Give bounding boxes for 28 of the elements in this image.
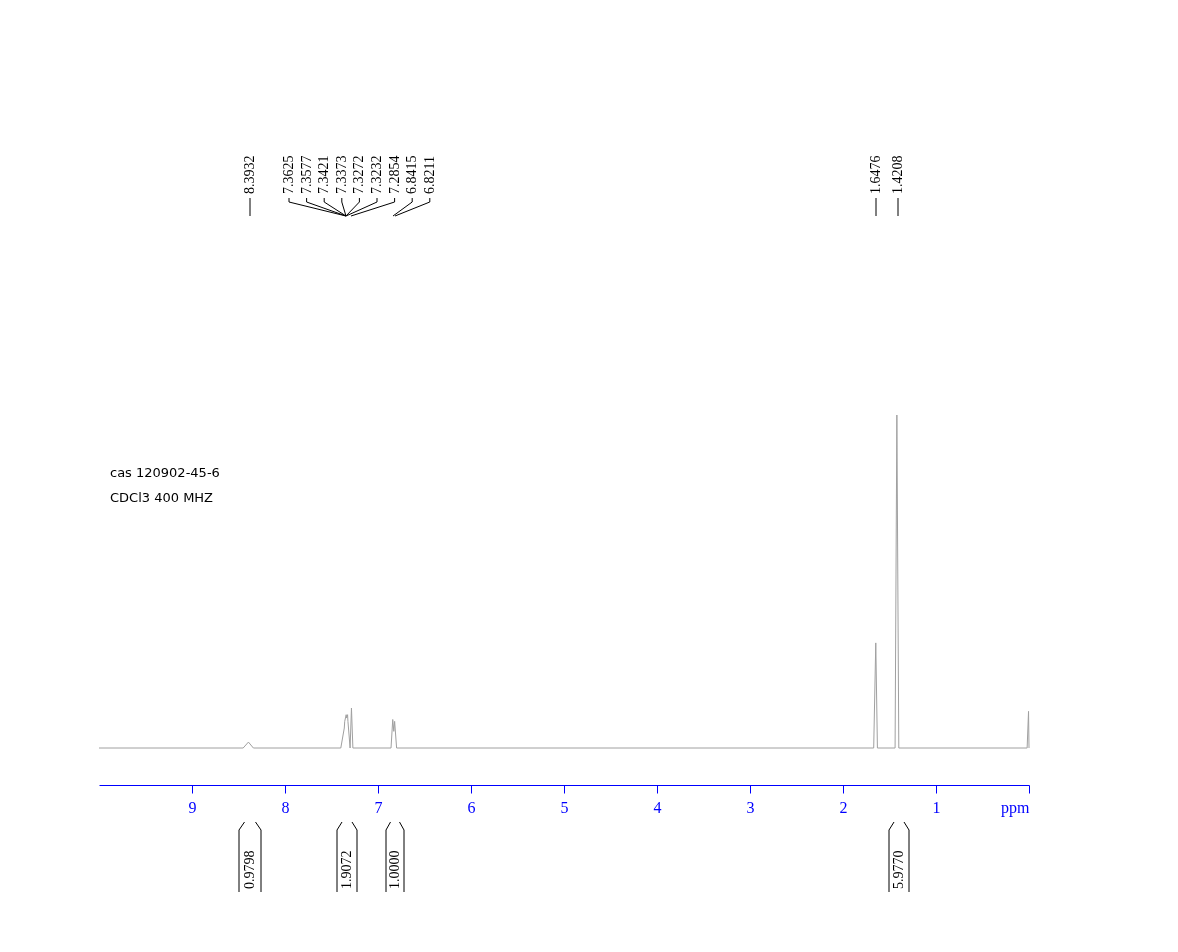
x-tick-label: 9	[188, 798, 197, 816]
annotation: CDCl3 400 MHZ	[110, 490, 214, 505]
annotation: cas 120902-45-6	[110, 465, 220, 480]
text: 6.8211	[421, 156, 437, 194]
text: 7.3421	[316, 155, 332, 194]
text: 7.3232	[369, 155, 384, 194]
x-tick-label: ppm	[1001, 798, 1031, 817]
x-tick-label: 4	[653, 798, 662, 816]
text: 1.0000	[387, 850, 402, 889]
text: 0.9798	[242, 850, 257, 889]
x-tick-label: 2	[839, 798, 848, 816]
text: 1.9072	[339, 850, 354, 889]
text: 1.4208	[890, 155, 905, 194]
text: 6.8415	[404, 155, 420, 194]
x-tick-label: 7	[374, 798, 383, 816]
text: 5.9770	[891, 850, 906, 889]
x-tick-label: 3	[746, 798, 755, 816]
x-tick-label: 8	[281, 798, 290, 816]
x-tick-label: 6	[467, 798, 476, 816]
text: 7.3272	[351, 155, 367, 194]
text: 1.6476	[868, 155, 883, 194]
text: 8.3932	[242, 155, 257, 194]
x-tick-label: 1	[932, 798, 941, 816]
x-tick-label: 5	[560, 798, 569, 816]
text: 7.3577	[298, 155, 314, 194]
text: 7.2854	[386, 155, 402, 194]
text: 7.3625	[281, 155, 296, 194]
text: 7.3373	[333, 155, 349, 194]
